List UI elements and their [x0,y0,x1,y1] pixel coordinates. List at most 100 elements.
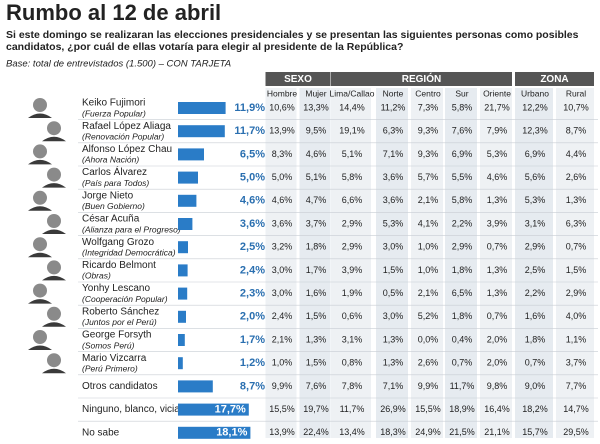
cell: 16,4% [484,404,510,414]
photo-head [33,330,47,344]
cell: 5,0% [272,172,293,182]
cell: 13,9% [269,126,295,136]
cell: 9,0% [525,381,546,391]
party-name: (País para Todos) [82,178,149,188]
cell: 1,3% [566,195,587,205]
candidate-name: Jorge Nieto [82,190,134,201]
photo-body [28,206,52,211]
column-header: Rural [566,88,586,98]
cell: 4,0% [566,311,587,321]
photo-head [47,214,61,228]
group-header-bg [515,72,594,86]
total-label: 17,7% [215,404,246,416]
photo-head [47,167,61,182]
cell: 5,6% [525,172,546,182]
total-label: 3,6% [240,218,265,230]
photo-head [47,353,61,368]
cell: 2,9% [342,242,363,252]
cell: 13,9% [269,427,295,437]
cell: 8,3% [272,149,293,159]
cell: 21,7% [484,102,510,112]
cell: 5,3% [525,195,546,205]
cell: 4,6% [306,149,327,159]
party-name: (Buen Gobierno) [82,201,145,211]
candidate-name: Wolfgang Grozo [82,237,155,248]
bar [178,125,225,138]
cell: 2,2% [525,288,546,298]
cell: 5,3% [383,218,404,228]
cell: 3,0% [272,288,293,298]
cell: 15,7% [522,427,548,437]
candidate-name: Roberto Sánchez [82,306,159,317]
group-header: ZONA [540,74,568,85]
photo-body [42,136,66,142]
cell: 6,3% [383,126,404,136]
cell: 1,0% [418,265,439,275]
cell: 1,9% [342,288,363,298]
cell: 1,0% [418,242,439,252]
column-bg [376,88,408,438]
cell: 1,0% [272,358,293,368]
cell: 11,2% [381,102,406,112]
cell: 2,2% [452,218,473,228]
cell: 7,7% [566,381,587,391]
cell: 24,9% [415,427,441,437]
cell: 1,6% [306,288,327,298]
cell: 1,5% [306,358,327,368]
column-bg [411,88,443,438]
cell: 15,5% [415,404,441,414]
candidate-name: César Acuña [82,214,140,225]
bar [178,403,249,416]
cell: 9,3% [418,126,439,136]
cell: 3,9% [342,265,363,275]
candidate-name: Keiko Fujimori [82,98,145,109]
cell: 7,3% [418,102,439,112]
cell: 29,5% [563,427,589,437]
bar [178,102,226,114]
cell: 1,3% [383,334,404,344]
cell: 21,1% [484,427,510,437]
bar [178,218,193,230]
cell: 10,7% [563,102,589,112]
cell: 1,5% [383,265,404,275]
cell: 9,9% [272,381,293,391]
cell: 10,6% [269,102,295,112]
party-name: (Integridad Democrática) [82,247,176,257]
cell: 2,0% [487,334,508,344]
candidate-name: Rafael López Aliaga [82,121,171,132]
cell: 14,4% [339,102,365,112]
cell: 5,3% [487,149,508,159]
group-header: SEXO [284,74,312,85]
total-label: 8,7% [240,380,265,392]
cell: 9,5% [306,126,327,136]
question-box: Si este domingo se realizaran las elecci… [6,29,579,53]
question: Si este domingo se realizaran las elecci… [6,29,579,53]
cell: 1,8% [452,311,473,321]
cell: 3,7% [306,218,327,228]
candidate-name: Carlos Álvarez [82,165,147,178]
party-name: (Somos Perú) [82,340,135,350]
cell: 8,7% [566,126,587,136]
cell: 15,5% [269,404,295,414]
party-name: (Juntos por el Perú) [82,317,157,327]
cell: 4,6% [487,172,508,182]
column-header: Urbano [521,88,549,98]
cell: 3,6% [272,218,293,228]
bar [178,426,251,439]
cell: 1,6% [525,311,546,321]
party-name: (Obras) [82,271,111,281]
cell: 1,3% [306,334,327,344]
cell: 1,5% [306,311,327,321]
cell: 5,2% [418,311,439,321]
column-header: Sur [455,88,468,98]
cell: 12,2% [522,102,548,112]
photo-head [47,260,61,275]
cell: 0,7% [566,242,587,252]
party-name: (Fuerza Popular) [82,108,146,118]
cell: 0,7% [487,311,508,321]
bar [178,287,188,300]
cell: 2,6% [566,172,587,182]
cell: 21,5% [449,427,475,437]
cell: 11,7% [340,404,365,414]
